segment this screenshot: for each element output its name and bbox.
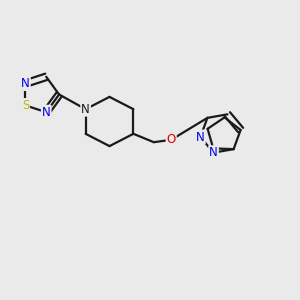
Text: N: N xyxy=(21,77,30,90)
Text: N: N xyxy=(42,106,51,119)
Text: N: N xyxy=(81,103,90,116)
Text: N: N xyxy=(209,146,218,159)
Text: N: N xyxy=(196,130,205,143)
Text: O: O xyxy=(167,133,176,146)
Text: S: S xyxy=(22,99,29,112)
